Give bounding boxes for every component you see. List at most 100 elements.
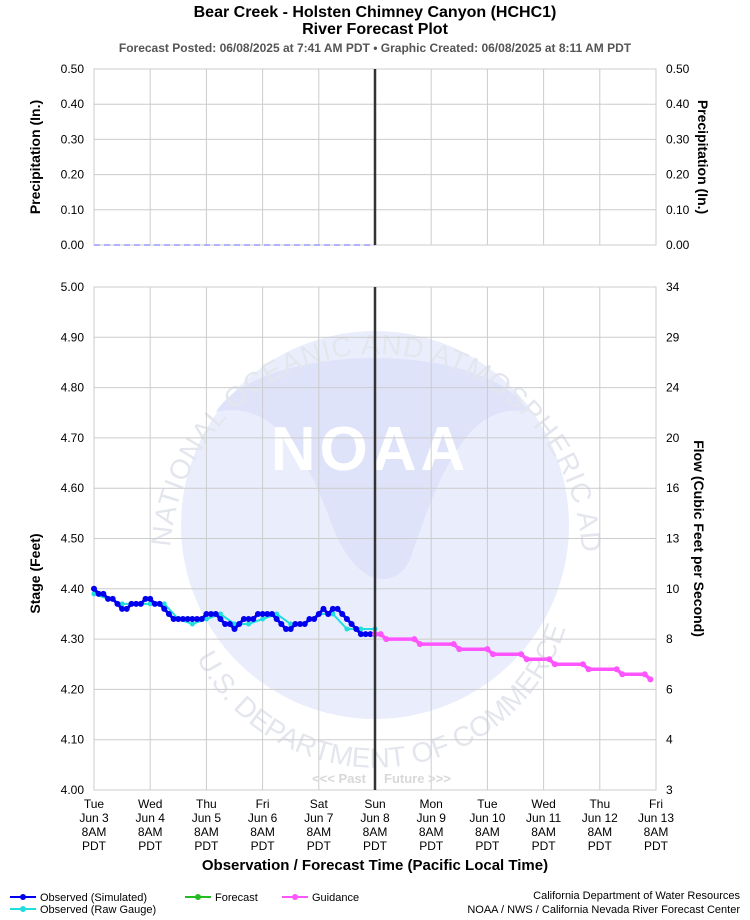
observed-sim-point	[292, 621, 299, 628]
xtick-label: Thu Jun 5 8AM PDT	[192, 797, 222, 853]
guidance-point	[613, 666, 620, 673]
observed-sim-point	[170, 615, 177, 622]
xtick-label: Sat Jun 7 8AM PDT	[304, 797, 334, 853]
observed-sim-point	[175, 615, 182, 622]
flow-ytick-right: 6	[666, 682, 673, 696]
stage-ytick-left: 4.20	[61, 682, 85, 696]
observed-raw-point	[232, 621, 237, 627]
observed-sim-point	[161, 605, 168, 612]
precip-ytick-right: 0.40	[666, 97, 690, 111]
guidance-point	[647, 676, 654, 683]
xtick-label: Wed Jun 11 8AM PDT	[526, 797, 561, 853]
observed-sim-point	[156, 600, 163, 607]
legend-forecast-label: Forecast	[215, 892, 258, 904]
observed-sim-point	[165, 610, 172, 617]
xtick-label: Mon Jun 9 8AM PDT	[417, 797, 447, 853]
observed-sim-point	[133, 600, 140, 607]
observed-sim-point	[119, 605, 126, 612]
observed-sim-point	[147, 595, 154, 602]
observed-sim-point	[311, 615, 318, 622]
observed-sim-point	[367, 631, 374, 638]
legend-observed-raw-swatch-dot	[20, 906, 26, 912]
observed-sim-point	[198, 615, 205, 622]
xtick-label: Wed Jun 4 8AM PDT	[136, 797, 166, 853]
xtick-label: Sun Jun 8 8AM PDT	[360, 797, 390, 853]
observed-sim-point	[212, 610, 219, 617]
observed-raw-point	[91, 591, 97, 597]
observed-sim-point	[231, 626, 238, 633]
guidance-point	[585, 666, 592, 673]
guidance-point	[411, 636, 418, 643]
observed-sim-point	[236, 621, 243, 628]
guidance-point	[416, 641, 423, 648]
observed-sim-point	[179, 615, 186, 622]
flow-ytick-right: 24	[666, 381, 680, 395]
chart-title: Bear Creek - Holsten Chimney Canyon (HCH…	[193, 4, 557, 21]
observed-sim-point	[353, 626, 360, 633]
stage-ytick-left: 4.60	[61, 481, 85, 495]
xtick-label: Tue Jun 3 8AM PDT	[79, 797, 109, 853]
observed-raw-point	[330, 611, 336, 617]
separator: •	[373, 41, 378, 55]
precip-ytick-left: 0.40	[61, 97, 85, 111]
observed-sim-point	[137, 600, 144, 607]
guidance-point	[523, 656, 530, 663]
legend-observed-sim-swatch-dot	[20, 894, 26, 900]
xtick-label: Fri Jun 6 8AM PDT	[248, 797, 278, 853]
stage-ylabel-left: Stage (Feet)	[27, 533, 43, 613]
stage-ytick-left: 4.80	[61, 381, 85, 395]
observed-sim-point	[184, 615, 191, 622]
observed-sim-point	[259, 610, 266, 617]
observed-sim-point	[240, 615, 247, 622]
observed-sim-point	[329, 605, 336, 612]
precip-ytick-right: 0.10	[666, 203, 690, 217]
observed-sim-point	[245, 615, 252, 622]
guidance-point	[641, 671, 648, 678]
observed-sim-point	[283, 626, 290, 633]
precip-ytick-left: 0.20	[61, 168, 85, 182]
flow-ytick-right: 4	[666, 733, 673, 747]
stage-ytick-left: 4.10	[61, 733, 85, 747]
observed-sim-point	[348, 621, 355, 628]
guidance-point	[579, 661, 586, 668]
observed-sim-point	[189, 615, 196, 622]
legend-guidance-swatch-dot	[292, 894, 298, 900]
stage-ytick-left: 4.70	[61, 431, 85, 445]
precip-ytick-right: 0.30	[666, 132, 690, 146]
observed-sim-point	[100, 590, 107, 597]
precip-ylabel-left: Precipitation (In.)	[27, 100, 43, 214]
guidance-point	[490, 651, 497, 658]
stage-ytick-left: 5.00	[61, 280, 85, 294]
observed-sim-point	[208, 610, 215, 617]
stage-ytick-left: 4.90	[61, 330, 85, 344]
credit-agency: California Department of Water Resources	[533, 890, 740, 902]
chart-subtitle: River Forecast Plot	[302, 21, 448, 38]
observed-sim-point	[142, 595, 149, 602]
noaa-bird-shape	[216, 358, 528, 580]
xtick-label: Fri Jun 13 8AM PDT	[638, 797, 674, 853]
observed-sim-point	[362, 631, 369, 638]
credit-center: NOAA / NWS / California Nevada River For…	[467, 904, 740, 916]
observed-raw-point	[119, 601, 125, 607]
observed-sim-point	[95, 590, 102, 597]
observed-sim-point	[306, 615, 313, 622]
noaa-watermark: NOAA NATIONAL OCEANIC AND ATMOSPHERIC AD…	[0, 0, 606, 774]
stage-ytick-left: 4.30	[61, 632, 85, 646]
future-label: Future >>>	[384, 771, 451, 786]
observed-sim-point	[151, 600, 158, 607]
observed-sim-point	[287, 626, 294, 633]
past-label: <<< Past	[312, 771, 367, 786]
posted-info: Forecast Posted: 06/08/2025 at 7:41 AM P…	[0, 41, 750, 55]
flow-ytick-right: 13	[666, 532, 680, 546]
guidance-point	[619, 671, 626, 678]
flow-ylabel-right: Flow (Cubic Feet per Second)	[691, 440, 707, 637]
observed-sim-point	[297, 621, 304, 628]
observed-raw-point	[344, 626, 350, 632]
flow-ytick-right: 8	[666, 632, 673, 646]
legend-observed-raw-label: Observed (Raw Gauge)	[40, 904, 156, 916]
observed-sim-point	[250, 615, 257, 622]
flow-ytick-right: 10	[666, 582, 680, 596]
guidance-point	[450, 641, 457, 648]
guidance-point	[383, 636, 390, 643]
